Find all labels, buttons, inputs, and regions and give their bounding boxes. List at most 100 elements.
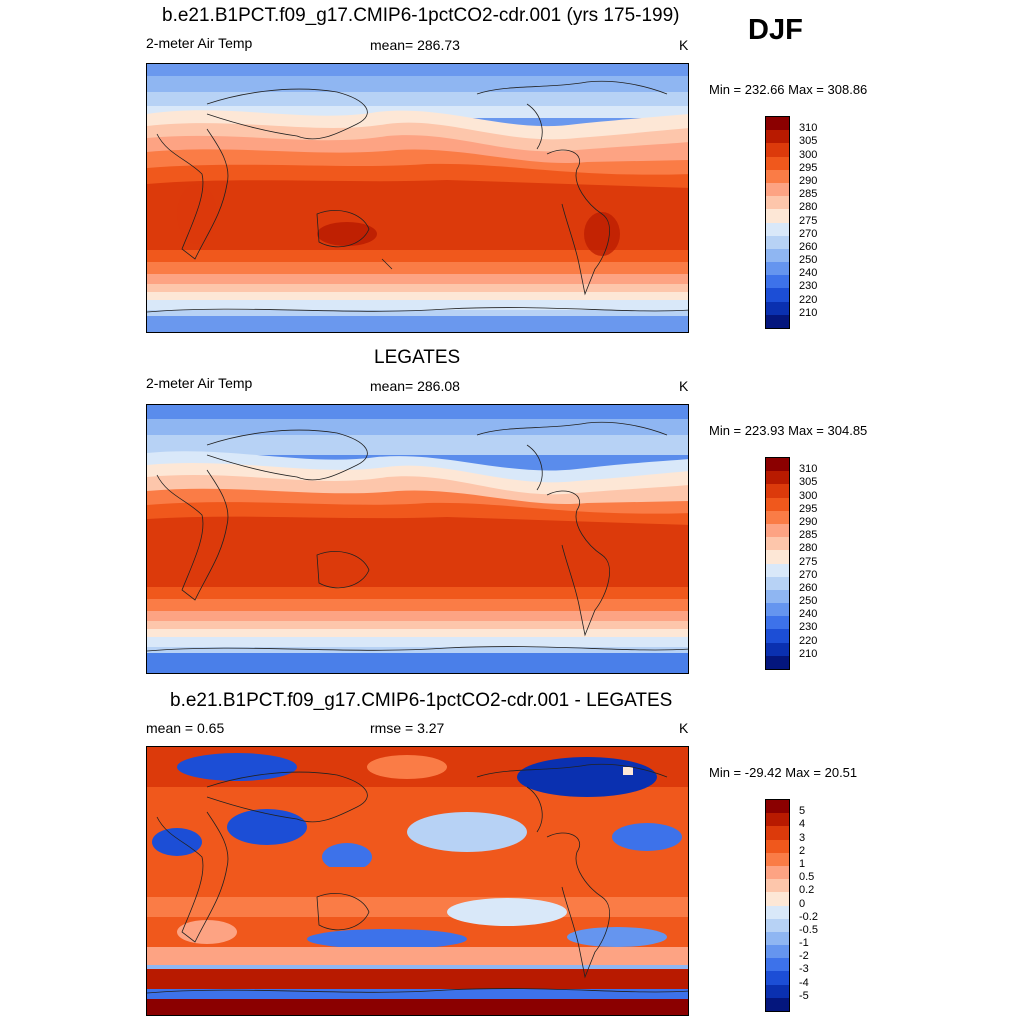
colorbar-tick-label: 260 bbox=[799, 581, 818, 594]
colorbar-tick-label: 230 bbox=[799, 621, 818, 634]
colorbar-tick-label: 300 bbox=[799, 489, 818, 502]
colorbar-tick-label: 295 bbox=[799, 161, 818, 174]
panel-2-colorbar bbox=[765, 457, 790, 670]
colorbar-segment bbox=[766, 222, 789, 236]
panel-1-minmax-label: Min = 232.66 Max = 308.86 bbox=[709, 82, 868, 97]
colorbar-segment bbox=[766, 958, 789, 972]
colorbar-segment bbox=[766, 576, 789, 590]
colorbar-tick-label: -5 bbox=[799, 989, 809, 1002]
colorbar-segment bbox=[766, 826, 789, 840]
colorbar-tick-label: -1 bbox=[799, 937, 809, 950]
colorbar-segment bbox=[766, 997, 789, 1011]
colorbar-segment bbox=[766, 156, 789, 170]
panel-1-map bbox=[146, 63, 689, 333]
colorbar-tick-label: 3 bbox=[799, 831, 806, 844]
panel-2-mean-label: mean= 286.08 bbox=[370, 378, 460, 394]
colorbar-tick-label: 220 bbox=[799, 293, 818, 306]
colorbar-tick-label: 250 bbox=[799, 254, 818, 267]
colorbar-segment bbox=[766, 143, 789, 157]
colorbar-tick-label: -0.2 bbox=[799, 910, 818, 923]
colorbar-tick-label: 2 bbox=[799, 844, 806, 857]
colorbar-tick-label: 240 bbox=[799, 608, 818, 621]
colorbar-tick-label: 1 bbox=[799, 857, 806, 870]
colorbar-tick-label: 295 bbox=[799, 502, 818, 515]
colorbar-segment bbox=[766, 563, 789, 577]
panel-3-rmse-label: rmse = 3.27 bbox=[370, 720, 445, 736]
colorbar-segment bbox=[766, 169, 789, 183]
colorbar-tick-label: 270 bbox=[799, 568, 818, 581]
panel-3-mean-label: mean = 0.65 bbox=[146, 720, 225, 736]
season-label: DJF bbox=[748, 14, 803, 46]
colorbar-tick-label: 210 bbox=[799, 306, 818, 319]
colorbar-tick-label: 305 bbox=[799, 476, 818, 489]
colorbar-tick-label: 220 bbox=[799, 634, 818, 647]
colorbar-tick-label: 0.5 bbox=[799, 871, 815, 884]
colorbar-tick-label: 310 bbox=[799, 463, 818, 476]
colorbar-segment bbox=[766, 800, 789, 814]
panel-3-colorbar bbox=[765, 799, 790, 1012]
colorbar-tick-label: 230 bbox=[799, 280, 818, 293]
colorbar-tick-label: 5 bbox=[799, 805, 806, 818]
colorbar-tick-label: 280 bbox=[799, 542, 818, 555]
colorbar-segment bbox=[766, 629, 789, 643]
colorbar-tick-label: 260 bbox=[799, 240, 818, 253]
colorbar-tick-label: 285 bbox=[799, 188, 818, 201]
colorbar-tick-label: -4 bbox=[799, 976, 809, 989]
colorbar-tick-label: 275 bbox=[799, 214, 818, 227]
panel-3-title: b.e21.B1PCT.f09_g17.CMIP6-1pctCO2-cdr.00… bbox=[170, 690, 673, 711]
colorbar-tick-label: -2 bbox=[799, 950, 809, 963]
panel-3-units-label: K bbox=[679, 720, 689, 736]
colorbar-segment bbox=[766, 275, 789, 289]
colorbar-segment bbox=[766, 471, 789, 485]
colorbar-tick-label: 0.2 bbox=[799, 884, 815, 897]
colorbar-segment bbox=[766, 945, 789, 959]
colorbar-tick-label: 275 bbox=[799, 555, 818, 568]
colorbar-tick-label: 290 bbox=[799, 515, 818, 528]
colorbar-segment bbox=[766, 262, 789, 276]
colorbar-tick-label: 210 bbox=[799, 647, 818, 660]
colorbar-tick-label: 305 bbox=[799, 135, 818, 148]
panel-2-minmax-label: Min = 223.93 Max = 304.85 bbox=[709, 423, 868, 438]
colorbar-tick-label: 240 bbox=[799, 267, 818, 280]
colorbar-segment bbox=[766, 182, 789, 197]
colorbar-segment bbox=[766, 905, 789, 919]
colorbar-segment bbox=[766, 458, 789, 472]
colorbar-tick-label: 290 bbox=[799, 174, 818, 187]
colorbar-segment bbox=[766, 497, 789, 511]
colorbar-segment bbox=[766, 550, 789, 564]
panel-1-units-label: K bbox=[679, 37, 689, 53]
colorbar-segment bbox=[766, 484, 789, 498]
colorbar-segment bbox=[766, 117, 789, 131]
colorbar-tick-label: 0 bbox=[799, 897, 806, 910]
colorbar-segment bbox=[766, 196, 789, 210]
panel-3-map bbox=[146, 746, 689, 1016]
colorbar-segment bbox=[766, 288, 789, 302]
colorbar-segment bbox=[766, 865, 789, 880]
colorbar-segment bbox=[766, 984, 789, 998]
colorbar-tick-label: 300 bbox=[799, 148, 818, 161]
colorbar-segment bbox=[766, 971, 789, 985]
colorbar-segment bbox=[766, 301, 789, 315]
colorbar-segment bbox=[766, 130, 789, 144]
colorbar-tick-label: 4 bbox=[799, 818, 806, 831]
colorbar-segment bbox=[766, 209, 789, 223]
colorbar-segment bbox=[766, 248, 789, 263]
colorbar-segment bbox=[766, 813, 789, 827]
colorbar-tick-label: -0.5 bbox=[799, 923, 818, 936]
colorbar-tick-label: -3 bbox=[799, 963, 809, 976]
panel-3-minmax-label: Min = -29.42 Max = 20.51 bbox=[709, 765, 858, 780]
colorbar-segment bbox=[766, 314, 789, 328]
panel-2-title: LEGATES bbox=[374, 347, 461, 368]
panel-2-map bbox=[146, 404, 689, 674]
colorbar-tick-label: 280 bbox=[799, 201, 818, 214]
colorbar-segment bbox=[766, 616, 789, 630]
colorbar-segment bbox=[766, 879, 789, 893]
panel-1-title: b.e21.B1PCT.f09_g17.CMIP6-1pctCO2-cdr.00… bbox=[162, 5, 680, 26]
panel-1-mean-label: mean= 286.73 bbox=[370, 37, 460, 53]
colorbar-segment bbox=[766, 537, 789, 551]
panel-2-variable-label: 2-meter Air Temp bbox=[146, 375, 253, 391]
colorbar-segment bbox=[766, 852, 789, 866]
colorbar-segment bbox=[766, 589, 789, 604]
colorbar-segment bbox=[766, 918, 789, 932]
colorbar-segment bbox=[766, 235, 789, 249]
